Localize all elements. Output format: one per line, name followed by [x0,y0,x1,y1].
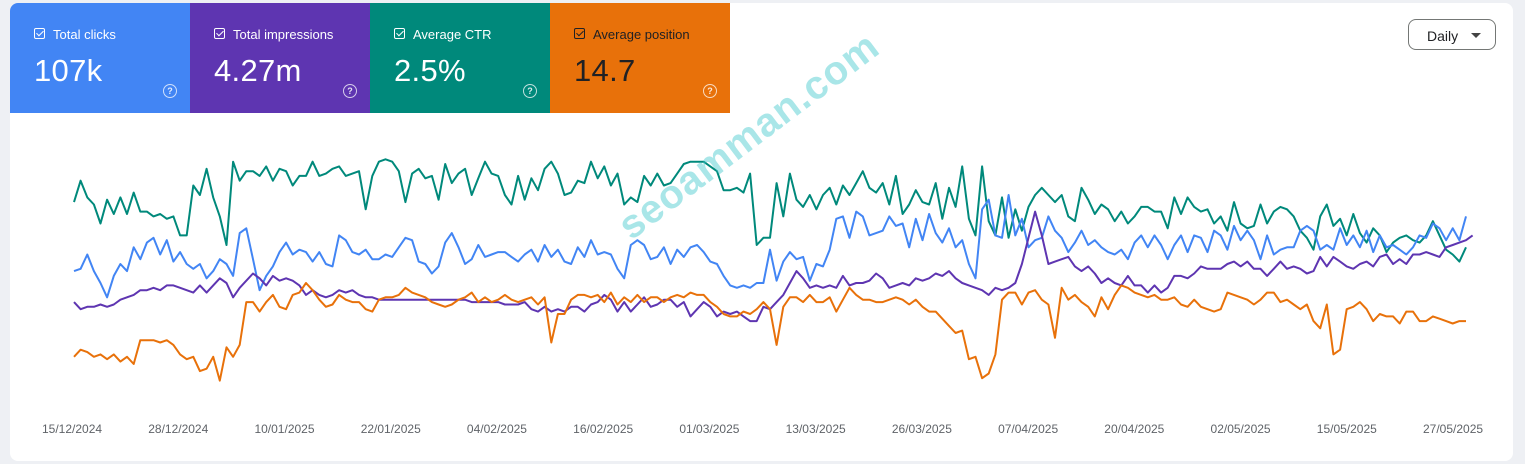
x-tick-label: 01/03/2025 [679,422,739,436]
metric-card-average-ctr[interactable]: Average CTR 2.5% ? [370,3,550,113]
checkbox-checked-icon[interactable] [214,28,225,39]
metric-cards: Total clicks 107k ? Total impressions 4.… [10,3,730,113]
x-tick-label: 16/02/2025 [573,422,633,436]
x-tick-label: 20/04/2025 [1104,422,1164,436]
series-line-average-ctr[interactable] [73,158,1467,263]
metric-card-average-position[interactable]: Average position 14.7 ? [550,3,730,113]
x-tick-label: 26/03/2025 [892,422,952,436]
series-line-total-clicks[interactable] [73,194,1467,299]
x-tick-label: 04/02/2025 [467,422,527,436]
granularity-dropdown[interactable]: Daily [1408,19,1496,50]
help-icon[interactable]: ? [343,84,357,98]
help-icon[interactable]: ? [703,84,717,98]
caret-down-icon [1471,33,1481,38]
metric-value: 4.27m [214,53,302,88]
granularity-value: Daily [1427,28,1459,44]
metric-label: Average CTR [413,27,492,42]
metric-card-total-impressions[interactable]: Total impressions 4.27m ? [190,3,370,113]
x-tick-label: 13/03/2025 [786,422,846,436]
x-tick-label: 10/01/2025 [254,422,314,436]
metric-value: 107k [34,53,103,88]
series-line-total-impressions[interactable] [73,210,1474,323]
metric-card-total-clicks[interactable]: Total clicks 107k ? [10,3,190,113]
metric-label: Total clicks [53,27,116,42]
help-icon[interactable]: ? [523,84,537,98]
x-tick-label: 22/01/2025 [361,422,421,436]
metric-label: Total impressions [233,27,334,42]
checkbox-checked-icon[interactable] [34,28,45,39]
x-tick-label: 02/05/2025 [1211,422,1271,436]
x-tick-label: 07/04/2025 [998,422,1058,436]
metric-value: 2.5% [394,53,466,88]
help-icon[interactable]: ? [163,84,177,98]
x-tick-label: 27/05/2025 [1423,422,1483,436]
x-tick-label: 15/12/2024 [42,422,102,436]
performance-panel: Total clicks 107k ? Total impressions 4.… [10,3,1513,461]
metric-label: Average position [593,27,690,42]
series-line-average-position[interactable] [73,282,1466,382]
metric-value: 14.7 [574,53,636,88]
x-tick-label: 28/12/2024 [148,422,208,436]
checkbox-checked-icon[interactable] [574,28,585,39]
performance-line-chart[interactable]: 15/12/2024 28/12/2024 10/01/2025 22/01/2025… [10,3,1513,461]
checkbox-checked-icon[interactable] [394,28,405,39]
x-tick-label: 15/05/2025 [1317,422,1377,436]
